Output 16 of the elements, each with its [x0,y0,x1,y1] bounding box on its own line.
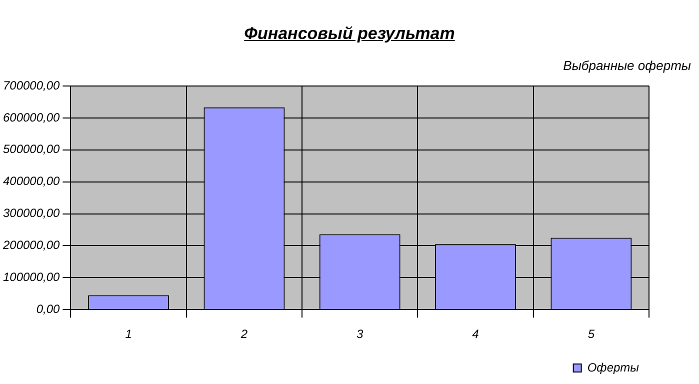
text: Выбранные оферты [563,58,691,73]
y-tick-label: 400000,00 [2,174,60,188]
y-tick-label: 300000,00 [2,206,60,220]
x-tick-label: 4 [472,327,480,342]
y-tick-label: 600000,00 [2,110,60,124]
y-tick-label: 700000,00 [2,78,60,92]
x-tick-label: 3 [356,327,364,342]
legend-label: Оферты [587,360,640,374]
y-tick-label: 0,00 [36,302,60,316]
x-tick-label: 2 [240,327,248,342]
y-tick-label: 100000,00 [2,270,60,284]
y-tick-label: 200000,00 [2,238,60,252]
x-tick-label: 1 [125,327,132,342]
chart-title: Финансовый результат [243,24,456,44]
y-tick-label: 500000,00 [2,142,60,156]
x-tick-label: 5 [588,327,595,342]
